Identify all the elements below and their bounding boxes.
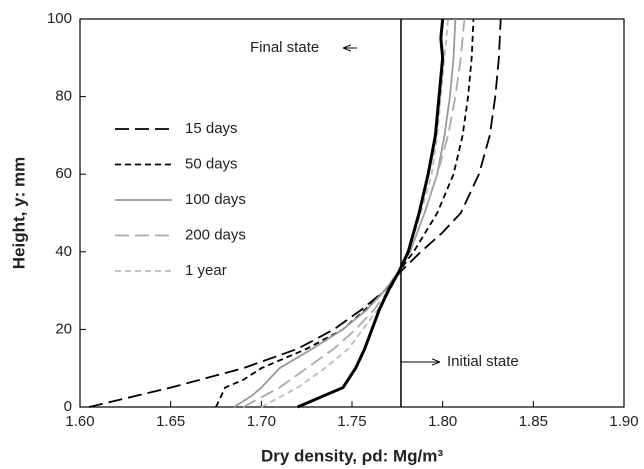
x-tick-label: 1.70 [247, 413, 276, 430]
legend-label: 50 days [185, 155, 238, 172]
y-tick-label: 40 [55, 243, 72, 260]
series-line [260, 18, 450, 408]
x-tick-label: 1.75 [337, 413, 366, 430]
y-tick-label: 20 [55, 320, 72, 337]
y-tick-label: 0 [64, 398, 72, 415]
annotation: Initial state [447, 353, 519, 370]
x-tick-label: 1.80 [428, 413, 457, 430]
y-tick-label: 80 [55, 88, 72, 105]
legend-label: 15 days [185, 120, 238, 137]
series-line [233, 18, 457, 408]
x-tick-label: 1.65 [156, 413, 185, 430]
y-tick-label: 60 [55, 165, 72, 182]
y-axis-title: Height, y: mm [9, 157, 28, 269]
legend-label: 100 days [185, 191, 246, 208]
series-line [88, 18, 502, 408]
x-tick-label: 1.60 [65, 413, 94, 430]
plot-frame [79, 18, 625, 408]
x-axis-title: Dry density, ρd: Mg/m³ [261, 446, 443, 465]
x-tick-label: 1.85 [519, 413, 548, 430]
legend-label: 200 days [185, 226, 246, 243]
series-line [215, 18, 475, 408]
y-tick-label: 100 [47, 10, 72, 27]
series-line [242, 18, 466, 408]
final-state-line [297, 18, 445, 409]
x-tick-label: 1.90 [609, 413, 638, 430]
legend-label: 1 year [185, 262, 227, 279]
annotation: Final state [250, 39, 319, 56]
